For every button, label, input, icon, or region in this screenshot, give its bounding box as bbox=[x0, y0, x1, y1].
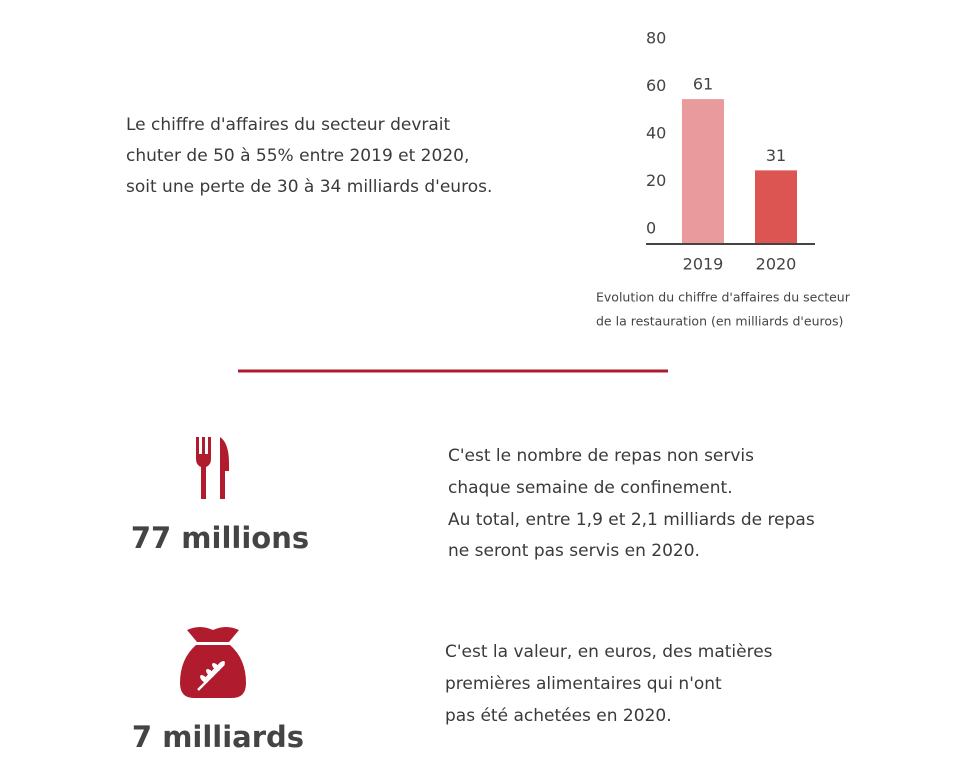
intro-line: soit une perte de 30 à 34 milliards d'eu… bbox=[126, 177, 492, 197]
y-tick-label: 40 bbox=[646, 124, 666, 143]
intro-line: chuter de 50 à 55% entre 2019 et 2020, bbox=[126, 146, 469, 166]
stat-figure: 77 millions bbox=[131, 521, 309, 555]
value-label: 61 bbox=[693, 75, 713, 94]
y-tick-label: 80 bbox=[646, 29, 666, 48]
stat-line: C'est le nombre de repas non servis bbox=[448, 446, 754, 466]
cutlery-icon bbox=[196, 437, 229, 499]
stat-line: chaque semaine de confinement. bbox=[448, 478, 733, 498]
y-tick-label: 0 bbox=[646, 219, 656, 238]
stat-line: premières alimentaires qui n'ont bbox=[445, 674, 722, 694]
x-tick-label: 2019 bbox=[683, 255, 724, 274]
intro-line: Le chiffre d'affaires du secteur devrait bbox=[126, 115, 451, 135]
chart-caption: Evolution du chiffre d'affaires du secte… bbox=[596, 290, 851, 305]
stat-figure: 7 milliards bbox=[132, 720, 304, 754]
sack-icon bbox=[180, 627, 246, 698]
y-tick-label: 20 bbox=[646, 171, 666, 190]
chart-caption: de la restauration (en milliards d'euros… bbox=[596, 314, 843, 329]
stat-line: C'est la valeur, en euros, des matières bbox=[445, 642, 773, 662]
stat-line: pas été achetées en 2020. bbox=[445, 706, 672, 726]
bar bbox=[755, 170, 797, 244]
value-label: 31 bbox=[766, 146, 786, 165]
y-tick-label: 60 bbox=[646, 76, 666, 95]
stat-line: ne seront pas servis en 2020. bbox=[448, 541, 700, 561]
stat-line: Au total, entre 1,9 et 2,1 milliards de … bbox=[448, 510, 815, 530]
bar bbox=[682, 99, 724, 244]
x-tick-label: 2020 bbox=[756, 255, 797, 274]
